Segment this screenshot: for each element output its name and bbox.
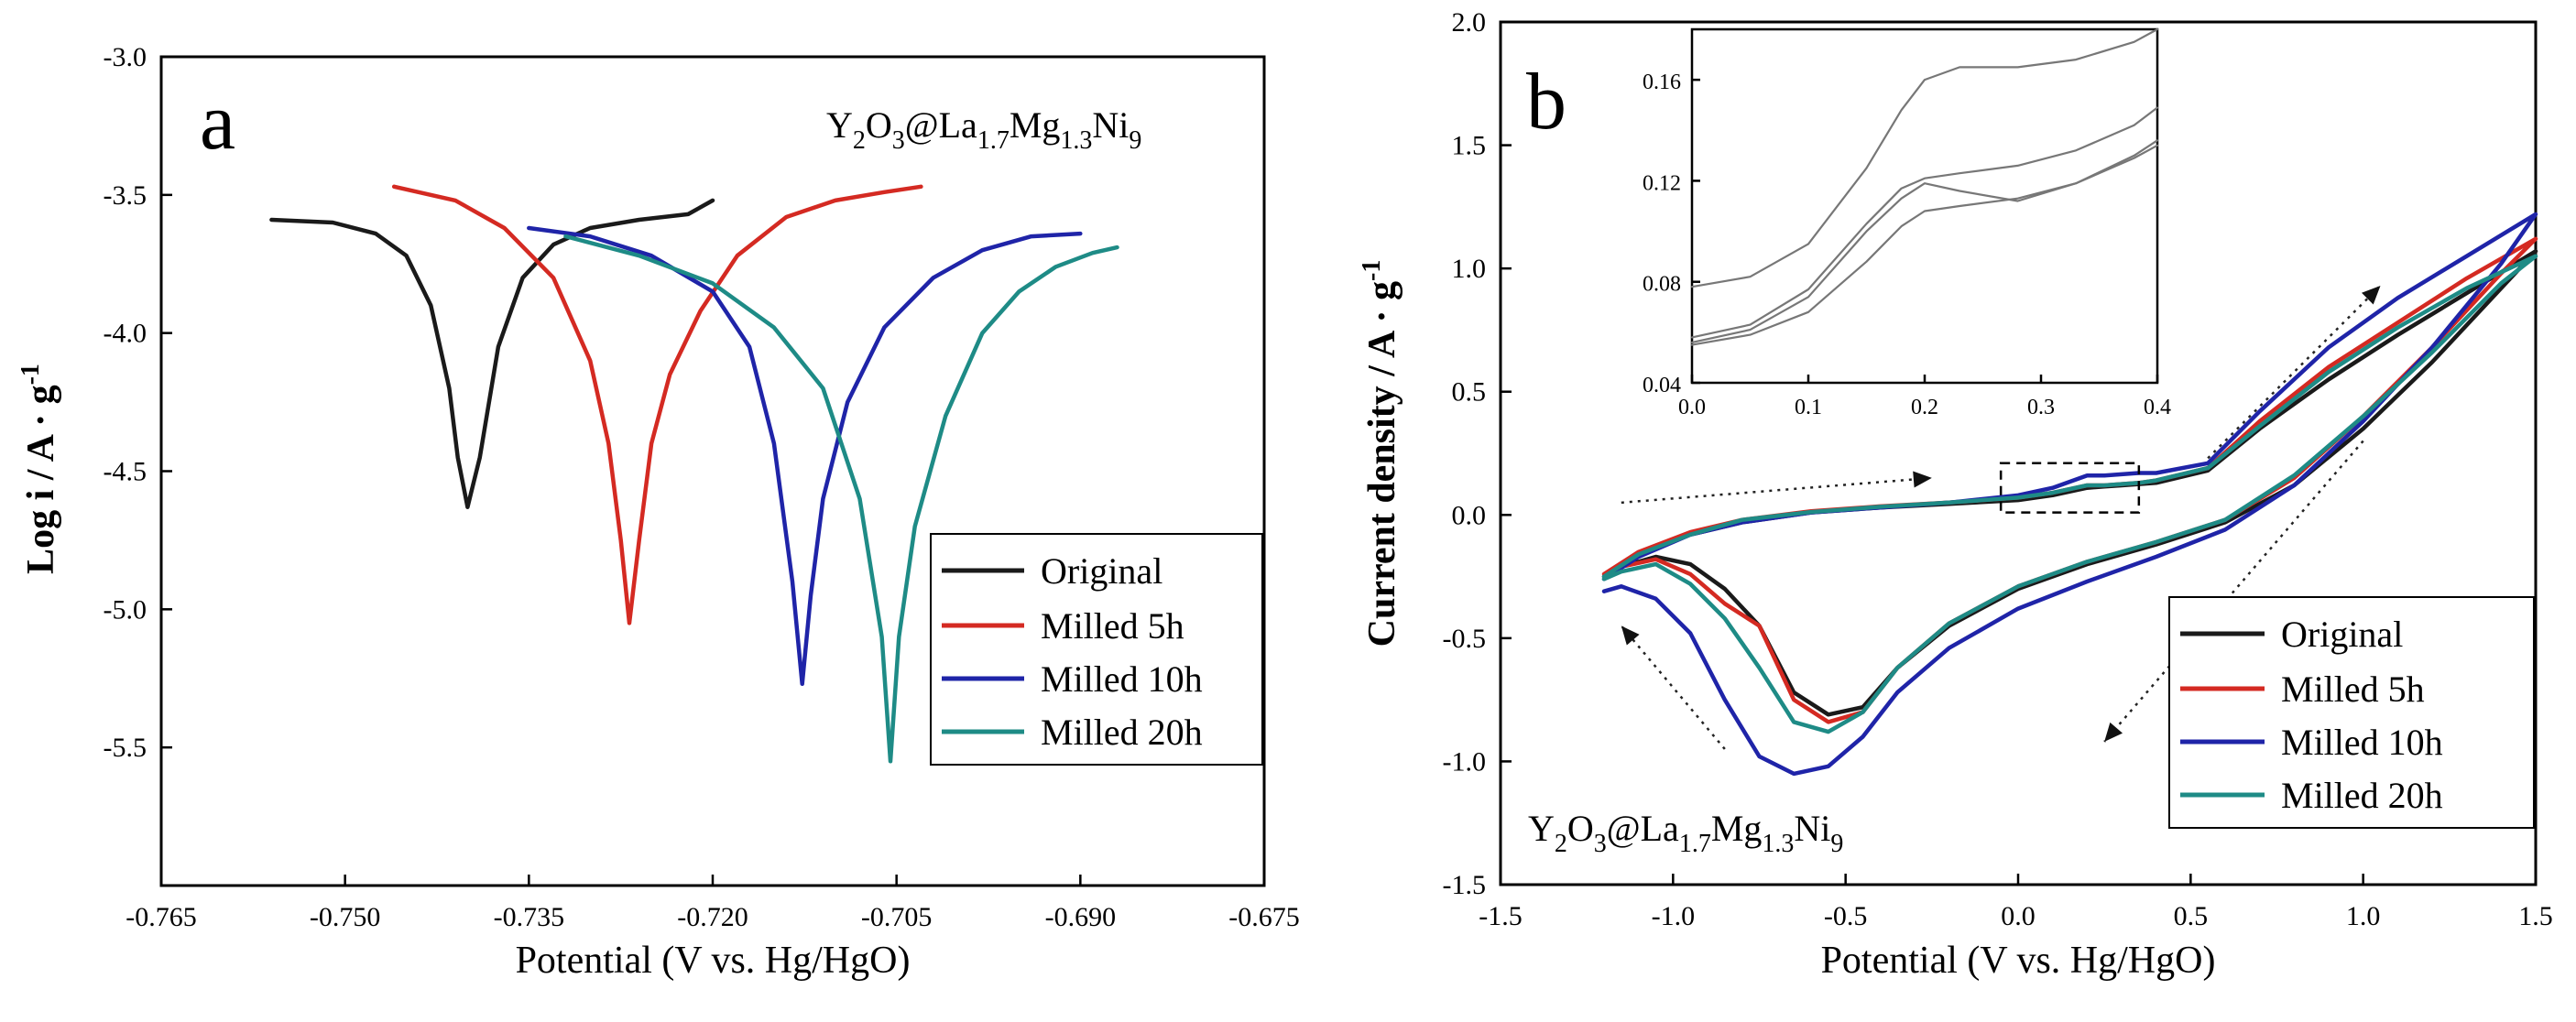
panel-a-y-tick-label: -5.0 bbox=[104, 594, 147, 625]
panel-a-y-tick-label: -4.5 bbox=[104, 457, 147, 487]
panel-a-y-tick-label: -4.0 bbox=[104, 319, 147, 349]
panel-b-scan-arrow-head bbox=[2104, 722, 2123, 742]
panel-b-scan-arrow-line bbox=[2103, 440, 2364, 743]
inset-y-ticks: 0.04 0.08 0.12 0.16 bbox=[1643, 71, 1700, 397]
panel-b-scan-arrow-line bbox=[2207, 285, 2382, 460]
panel-a-x-ticks: -0.765 -0.750 -0.735 -0.720 -0.705 -0.690 -0.6… bbox=[126, 875, 1300, 932]
inset-x-tick-label: 0.1 bbox=[1795, 396, 1822, 419]
panel-a-legend-label-milled-5h: Milled 5h bbox=[1041, 605, 1184, 647]
panel-a-x-tick-label: -0.690 bbox=[1045, 902, 1117, 932]
panel-b-y-tick-label: -1.0 bbox=[1443, 746, 1487, 777]
panel-a-chart: -0.765 -0.750 -0.735 -0.720 -0.705 -0.690 -0.6… bbox=[16, 42, 1300, 982]
inset-x-tick-label: 0.3 bbox=[2027, 396, 2055, 419]
panel-b-y-tick-label: 0.5 bbox=[1452, 377, 1487, 408]
panel-b-scan-arrow-head bbox=[2361, 285, 2381, 305]
panel-b-zoom-box bbox=[1999, 462, 2141, 514]
panel-b-label: b bbox=[1526, 58, 1566, 147]
panel-b-y-tick-label: -1.5 bbox=[1443, 870, 1487, 900]
panel-a-y-axis-label: Log i / A · g-1 bbox=[16, 364, 62, 574]
panel-b-legend-label-milled-20h: Milled 20h bbox=[2281, 775, 2443, 816]
panel-b-series-group bbox=[1601, 212, 2538, 777]
panel-a-x-tick-label: -0.750 bbox=[310, 902, 381, 932]
panel-a-series-milled-5h bbox=[391, 184, 923, 625]
panel-a-x-tick-label: -0.705 bbox=[861, 902, 933, 932]
panel-a-x-axis-label: Potential (V vs. Hg/HgO) bbox=[516, 940, 911, 982]
panel-a-y-tick-label: -3.0 bbox=[104, 42, 147, 72]
panel-b-legend-label-milled-10h: Milled 10h bbox=[2281, 722, 2443, 763]
panel-b-x-tick-label: -1.0 bbox=[1652, 901, 1696, 931]
inset-y-tick-label: 0.04 bbox=[1643, 374, 1681, 397]
panel-a-y-tick-label: -5.5 bbox=[104, 733, 147, 763]
inset-x-tick-label: 0.0 bbox=[1678, 396, 1706, 419]
inset-series-curve-2 bbox=[1690, 106, 2159, 339]
inset-y-tick-label: 0.12 bbox=[1643, 171, 1681, 195]
panel-b-x-tick-label: -0.5 bbox=[1824, 901, 1868, 931]
panel-b-x-tick-label: 1.0 bbox=[2346, 901, 2381, 931]
panel-a-legend-label-milled-20h: Milled 20h bbox=[1041, 712, 1203, 753]
panel-b-chart: -1.5 -1.0 -0.5 0.0 0.5 1.0 1.5 -1.5 -1.0 -0.5 0.0… bbox=[1358, 7, 2553, 982]
panel-a-x-tick-label: -0.720 bbox=[677, 902, 748, 932]
inset-series-curve-4 bbox=[1690, 144, 2159, 346]
panel-b-y-tick-label: 1.5 bbox=[1452, 131, 1487, 161]
panel-a-x-tick-label: -0.675 bbox=[1228, 902, 1300, 932]
panel-a-x-tick-label: -0.765 bbox=[126, 902, 197, 932]
panel-a-y-tick-label: -3.5 bbox=[104, 180, 147, 211]
panel-b-legend: Original Milled 5h Milled 10h Milled 20h bbox=[2168, 596, 2535, 829]
inset-series-curve-1 bbox=[1690, 27, 2159, 288]
inset-y-tick-label: 0.16 bbox=[1643, 71, 1681, 94]
panel-b-y-axis-label: Current density / A · g-1 bbox=[1358, 260, 1403, 647]
panel-b-y-ticks: -1.5 -1.0 -0.5 0.0 0.5 1.0 1.5 2.0 bbox=[1443, 7, 1512, 900]
panel-b-annotations bbox=[1620, 285, 2382, 750]
panel-b-y-tick-label: 2.0 bbox=[1452, 7, 1487, 38]
panel-b-inset-chart: 0.0 0.1 0.2 0.3 0.4 0.04 0.08 0.12 0.16 bbox=[1643, 27, 2171, 419]
panel-b-y-tick-label: 1.0 bbox=[1452, 254, 1487, 284]
panel-a-series-group bbox=[269, 184, 1119, 764]
inset-x-tick-label: 0.2 bbox=[1911, 396, 1938, 419]
panel-a-series-original bbox=[269, 198, 715, 509]
panel-b-x-axis-label: Potential (V vs. Hg/HgO) bbox=[1821, 940, 2216, 982]
panel-a-sample-formula: Y2O3@La1.7Mg1.3Ni9 bbox=[826, 104, 1141, 155]
panel-b-x-tick-label: 0.5 bbox=[2174, 901, 2209, 931]
panel-a-legend-label-milled-10h: Milled 10h bbox=[1041, 658, 1203, 700]
panel-b-x-tick-label: 0.0 bbox=[2001, 901, 2036, 931]
panel-b-series-milled-20h bbox=[1601, 254, 2538, 734]
panel-a-y-ticks: -3.0 -3.5 -4.0 -4.5 -5.0 -5.5 bbox=[104, 42, 172, 763]
panel-b-scan-arrow-line bbox=[1621, 476, 1932, 505]
panel-b-x-ticks: -1.5 -1.0 -0.5 0.0 0.5 1.0 1.5 bbox=[1479, 874, 2553, 931]
panel-b-sample-formula: Y2O3@La1.7Mg1.3Ni9 bbox=[1528, 808, 1843, 858]
panel-b-scan-arrow-head bbox=[1913, 471, 1932, 488]
panel-b-x-tick-label: -1.5 bbox=[1479, 901, 1523, 931]
panel-b-y-tick-label: -0.5 bbox=[1443, 624, 1487, 654]
inset-x-ticks: 0.0 0.1 0.2 0.3 0.4 bbox=[1678, 375, 2171, 419]
panel-b-inset-frame bbox=[1690, 27, 2159, 385]
panel-b-y-tick-label: 0.0 bbox=[1452, 500, 1487, 530]
panel-a-label: a bbox=[200, 78, 235, 167]
panel-a-legend-label-original: Original bbox=[1041, 550, 1162, 592]
panel-a-series-milled-20h bbox=[563, 234, 1119, 764]
panel-b-scan-arrow-line bbox=[1620, 625, 1726, 750]
panel-b-legend-label-original: Original bbox=[2281, 614, 2403, 655]
inset-y-tick-label: 0.08 bbox=[1643, 273, 1681, 297]
panel-b-x-tick-label: 1.5 bbox=[2518, 901, 2553, 931]
panel-a-x-tick-label: -0.735 bbox=[494, 902, 565, 932]
panel-a-legend: Original Milled 5h Milled 10h Milled 20h bbox=[930, 533, 1263, 766]
panel-b-scan-arrow-head bbox=[1621, 625, 1640, 646]
panel-b-legend-label-milled-5h: Milled 5h bbox=[2281, 669, 2425, 710]
inset-series-group bbox=[1690, 27, 2159, 346]
inset-x-tick-label: 0.4 bbox=[2144, 396, 2171, 419]
